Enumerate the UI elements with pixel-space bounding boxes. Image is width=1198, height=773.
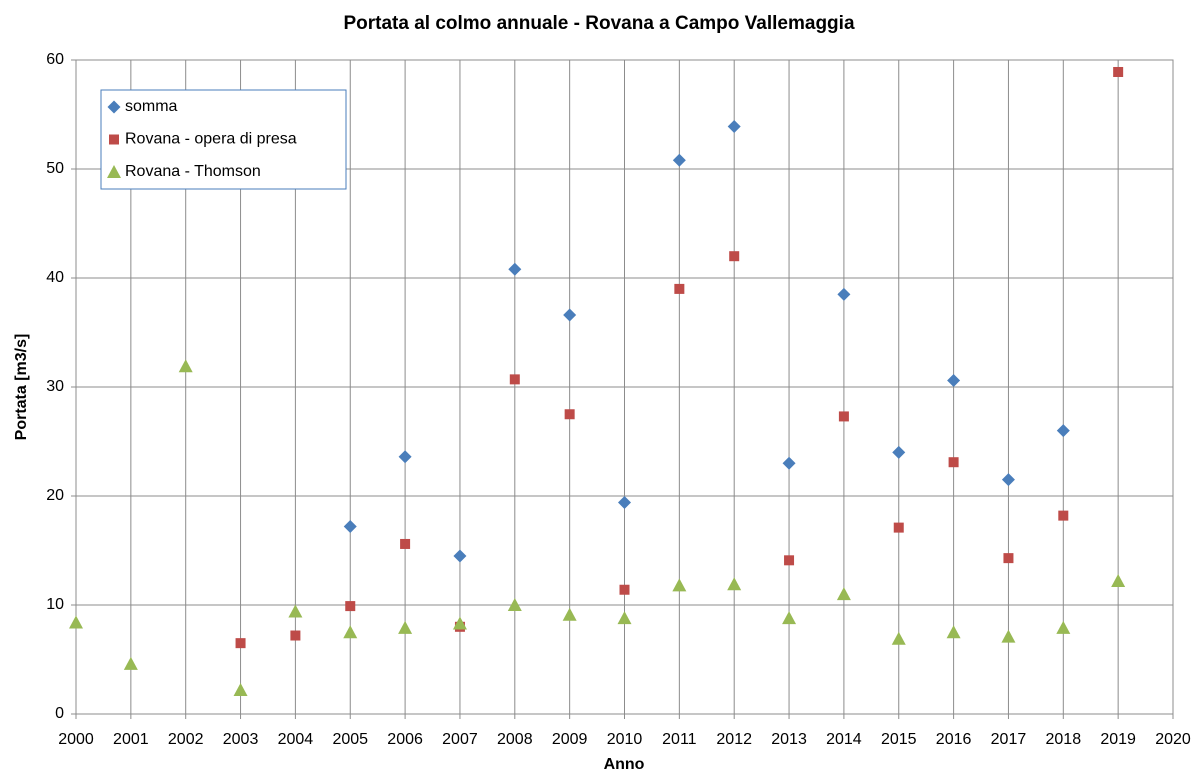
marker: [508, 262, 522, 276]
x-tick-label: 2012: [716, 731, 752, 748]
marker: [1056, 424, 1070, 438]
marker: [564, 409, 575, 420]
marker: [1001, 629, 1016, 643]
marker: [672, 153, 686, 167]
marker: [729, 251, 740, 262]
marker: [836, 587, 851, 601]
x-tick-label: 2019: [1100, 731, 1136, 748]
y-tick-label: 40: [46, 269, 64, 286]
marker: [838, 411, 849, 422]
x-tick-label: 2006: [387, 731, 423, 748]
marker: [1003, 553, 1014, 564]
x-tick-label: 2016: [936, 731, 972, 748]
marker: [893, 522, 904, 533]
y-tick-label: 0: [55, 705, 64, 722]
marker: [398, 620, 413, 634]
x-tick-label: 2011: [662, 731, 697, 748]
marker: [1058, 510, 1069, 521]
x-tick-label: 2003: [223, 731, 259, 748]
legend-marker: [109, 134, 119, 145]
marker: [345, 601, 356, 612]
y-tick-label: 30: [46, 378, 64, 395]
marker: [1113, 66, 1124, 77]
x-tick-label: 2004: [278, 731, 314, 748]
y-tick-label: 60: [46, 51, 64, 68]
legend-box: [100, 89, 347, 190]
legend-marker: [107, 165, 121, 178]
legend-label: somma: [125, 98, 178, 115]
marker: [948, 457, 959, 468]
marker: [784, 555, 795, 566]
marker: [562, 607, 577, 621]
x-tick-label: 2013: [771, 731, 807, 748]
marker: [398, 450, 412, 464]
marker: [452, 616, 467, 630]
x-tick-label: 2008: [497, 731, 533, 748]
marker: [891, 631, 906, 645]
marker: [782, 611, 797, 625]
marker: [288, 604, 303, 618]
legend-marker: [107, 100, 121, 114]
x-tick-label: 2010: [607, 731, 643, 748]
marker: [233, 683, 248, 697]
plot-border: [75, 59, 1174, 715]
marker: [1111, 574, 1126, 588]
marker: [782, 456, 796, 470]
marker: [235, 638, 246, 649]
x-tick-label: 2017: [991, 731, 1027, 748]
x-tick-label: 2001: [113, 731, 149, 748]
marker: [453, 549, 467, 563]
marker: [619, 584, 630, 595]
x-tick-label: 2002: [168, 731, 204, 748]
marker: [672, 578, 687, 592]
y-tick-label: 20: [46, 487, 64, 504]
x-tick-label: 2005: [332, 731, 368, 748]
marker: [946, 625, 961, 639]
marker: [507, 598, 522, 611]
chart-title: Portata al colmo annuale - Rovana a Camp…: [343, 13, 854, 34]
marker: [618, 496, 631, 510]
x-tick-label: 2020: [1155, 731, 1191, 748]
marker: [727, 577, 742, 591]
marker: [509, 374, 520, 385]
marker: [837, 287, 851, 301]
marker: [290, 630, 301, 641]
legend-label: Rovana - Thomson: [125, 163, 261, 180]
marker: [1056, 620, 1071, 634]
x-tick-label: 2009: [552, 731, 588, 748]
marker: [674, 283, 685, 294]
x-axis-label: Anno: [604, 756, 645, 773]
marker: [947, 373, 961, 387]
legend-label: Rovana - opera di presa: [125, 131, 297, 148]
y-axis-label: Portata [m3/s]: [13, 334, 30, 441]
marker: [617, 611, 632, 625]
marker: [1001, 473, 1015, 487]
marker: [343, 520, 357, 534]
marker: [563, 308, 577, 322]
marker: [343, 625, 358, 639]
y-tick-label: 10: [46, 596, 64, 613]
marker: [178, 359, 193, 373]
marker: [892, 445, 906, 459]
x-tick-label: 2000: [58, 731, 94, 748]
x-tick-label: 2018: [1046, 731, 1082, 748]
x-tick-label: 2007: [442, 731, 478, 748]
x-tick-label: 2014: [826, 731, 862, 748]
y-tick-label: 50: [46, 160, 64, 177]
marker: [123, 656, 138, 670]
marker: [727, 119, 741, 133]
marker: [400, 538, 411, 549]
marker: [69, 615, 83, 629]
x-tick-label: 2015: [881, 731, 917, 748]
